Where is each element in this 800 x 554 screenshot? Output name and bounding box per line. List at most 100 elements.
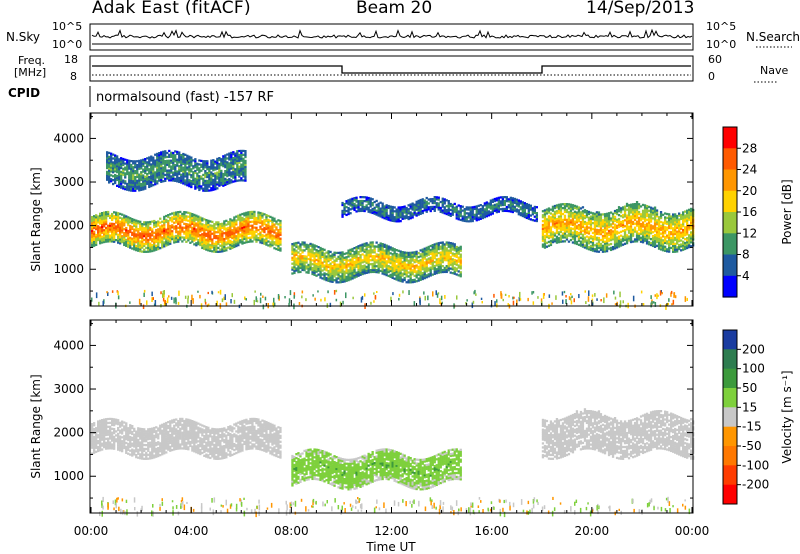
echo-cell xyxy=(238,173,241,176)
echo-cell xyxy=(401,211,404,215)
echo-cell xyxy=(359,271,362,275)
echo-cell xyxy=(123,218,126,221)
echo-cell xyxy=(191,240,194,243)
echo-cell xyxy=(443,210,446,213)
echo-cell xyxy=(178,171,181,174)
echo-cell xyxy=(407,265,410,268)
echo-cell xyxy=(343,208,346,212)
echo-cell xyxy=(575,205,579,208)
echo-cell xyxy=(223,249,226,252)
echo-cell xyxy=(411,212,414,215)
echo-cell xyxy=(93,244,96,247)
echo-cell xyxy=(175,221,178,224)
echo-cell xyxy=(209,228,212,231)
echo-cell xyxy=(579,244,583,247)
echo-cell xyxy=(127,220,130,223)
echo-cell xyxy=(257,236,260,240)
echo-cell xyxy=(101,237,104,240)
echo-cell xyxy=(317,246,320,249)
echo-cell xyxy=(144,175,147,178)
echo-cell xyxy=(131,218,134,221)
echo-cell xyxy=(173,235,176,238)
echo-cell xyxy=(275,242,278,245)
echo-cell xyxy=(359,261,362,265)
echo-cell xyxy=(341,213,344,216)
echo-cell xyxy=(379,252,382,255)
echo-cell xyxy=(507,198,510,201)
echo-cell xyxy=(150,179,153,182)
echo-cell xyxy=(365,246,368,249)
echo-cell xyxy=(133,240,136,243)
echo-cell xyxy=(182,158,185,162)
echo-cell xyxy=(111,212,114,216)
echo-cell xyxy=(140,167,143,170)
echo-cell xyxy=(607,222,611,225)
echo-cell xyxy=(447,245,450,248)
echo-cell xyxy=(605,234,609,237)
echo-cell xyxy=(124,186,127,189)
echo-cell xyxy=(317,251,320,255)
echo-cell xyxy=(263,240,266,243)
echo-cell xyxy=(579,236,583,239)
echo-cell xyxy=(353,274,356,277)
echo-cell xyxy=(617,208,621,211)
echo-cell xyxy=(551,207,555,210)
echo-cell xyxy=(205,224,208,228)
echo-cell xyxy=(437,208,440,211)
echo-cell xyxy=(611,218,615,221)
echo-cell xyxy=(200,159,203,163)
echo-cell xyxy=(565,226,569,229)
echo-cell xyxy=(595,211,599,214)
echo-cell xyxy=(233,216,236,219)
echo-cell xyxy=(509,208,512,211)
echo-cell xyxy=(383,209,386,212)
echo-cell xyxy=(146,172,149,176)
echo-cell xyxy=(587,220,591,223)
echo-cell xyxy=(601,219,605,222)
echo-cell xyxy=(455,267,458,270)
echo-cell xyxy=(140,177,143,180)
echo-cell xyxy=(591,243,595,246)
echo-cell xyxy=(142,178,145,181)
echo-cell xyxy=(551,241,555,244)
echo-cell xyxy=(226,178,229,182)
echo-cell xyxy=(228,152,231,155)
echo-cell xyxy=(397,208,400,211)
echo-cell xyxy=(367,263,370,266)
echo-cell xyxy=(240,171,243,174)
echo-cell xyxy=(391,272,394,275)
echo-cell xyxy=(158,177,161,180)
echo-cell xyxy=(319,254,322,258)
echo-cell xyxy=(114,158,117,161)
echo-cell xyxy=(103,219,106,222)
echo-cell xyxy=(315,274,318,277)
echo-cell xyxy=(373,261,376,264)
echo-cell xyxy=(385,210,388,213)
echo-cell xyxy=(236,156,239,159)
echo-cell xyxy=(453,253,456,256)
echo-cell xyxy=(202,181,205,184)
echo-cell xyxy=(611,238,615,241)
echo-cell xyxy=(275,240,278,243)
echo-cell xyxy=(319,256,322,260)
echo-cell xyxy=(385,212,388,215)
echo-cell xyxy=(609,248,613,252)
echo-cell xyxy=(349,204,352,207)
echo-cell xyxy=(359,248,362,251)
echo-cell xyxy=(349,212,352,215)
echo-cell xyxy=(118,158,121,161)
echo-cell xyxy=(601,238,605,242)
echo-cell xyxy=(301,249,304,252)
echo-cell xyxy=(297,263,300,266)
echo-cell xyxy=(151,234,154,237)
echo-cell xyxy=(167,237,170,240)
echo-cell xyxy=(631,232,635,235)
echo-cell xyxy=(114,162,117,165)
echo-cell xyxy=(411,253,414,256)
echo-cell xyxy=(207,221,210,224)
echo-cell xyxy=(447,249,450,252)
echo-cell xyxy=(157,234,160,237)
echo-cell xyxy=(533,211,536,214)
echo-cell xyxy=(523,210,526,213)
echo-cell xyxy=(297,255,300,258)
